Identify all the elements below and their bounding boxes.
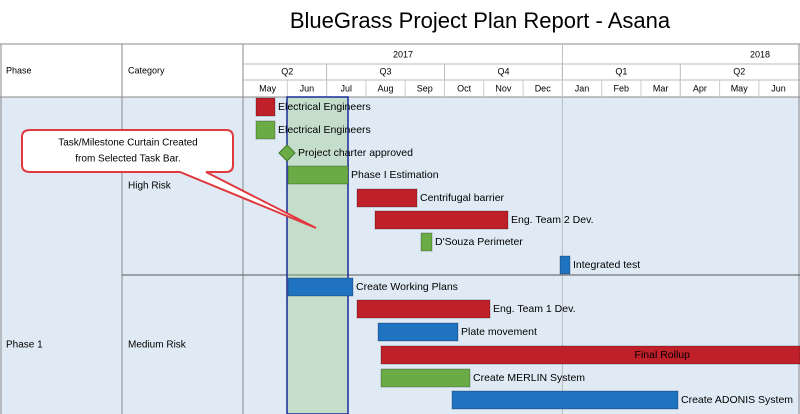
month-label: Dec [535,83,552,93]
month-label: Jan [575,83,590,93]
month-label: Aug [377,83,393,93]
task-label: Electrical Engineers [278,101,371,113]
task-bar [356,188,418,208]
callout [21,129,317,229]
task-bar [255,97,276,117]
quarter-label: Q2 [281,66,293,76]
month-label: May [259,83,277,93]
month-label: Nov [495,83,512,93]
month-label: Oct [457,83,472,93]
task-label: Electrical Engineers [278,124,371,136]
task-label: Final Rollup [635,349,691,361]
task-label: Integrated test [573,259,640,271]
category-label: High Risk [128,181,172,192]
task-bar [255,120,276,140]
task-bar [287,165,349,185]
column-header: Phase [6,65,32,75]
task-bar [559,255,571,275]
task-bar [377,322,459,342]
task-bar [287,277,354,297]
month-label: Mar [653,83,669,93]
month-label: Feb [614,83,630,93]
task-bar [374,210,509,230]
task-label: Create Working Plans [356,281,458,293]
milestone [278,144,296,162]
task-bar [451,390,679,410]
callout-text: Task/Milestone Curtain Created [58,138,198,149]
year-label: 2018 [750,49,770,59]
header-bg [0,44,800,97]
quarter-label: Q4 [497,66,509,76]
task-label: Plate movement [461,326,537,338]
month-label: Jun [300,83,315,93]
task-label: Eng. Team 2 Dev. [511,214,594,226]
category-label: Medium Risk [128,340,187,351]
task-label: Create ADONIS System [681,394,793,406]
month-label: May [731,83,749,93]
callout-text: from Selected Task Bar. [75,154,180,165]
task-label: Centrifugal barrier [420,192,505,204]
quarter-label: Q1 [615,66,627,76]
task-bar [380,368,471,388]
task-label: Create MERLIN System [473,372,585,384]
month-label: Apr [693,83,707,93]
task-label: Phase I Estimation [351,169,439,181]
task-bar [356,299,491,319]
month-label: Sep [417,83,433,93]
task-bar [380,345,800,365]
task-label: Project charter approved [298,147,413,159]
quarter-label: Q3 [380,66,392,76]
task-label: Eng. Team 1 Dev. [493,303,576,315]
task-bar [420,232,433,252]
task-curtain [286,96,349,414]
year-label: 2017 [393,49,413,59]
quarter-label: Q2 [733,66,745,76]
column-header: Category [128,65,165,75]
report-title: BlueGrass Project Plan Report - Asana [290,8,671,33]
month-label: Jul [340,83,352,93]
phase-label: Phase 1 [6,340,43,351]
task-label: D'Souza Perimeter [435,236,523,248]
month-label: Jun [771,83,786,93]
